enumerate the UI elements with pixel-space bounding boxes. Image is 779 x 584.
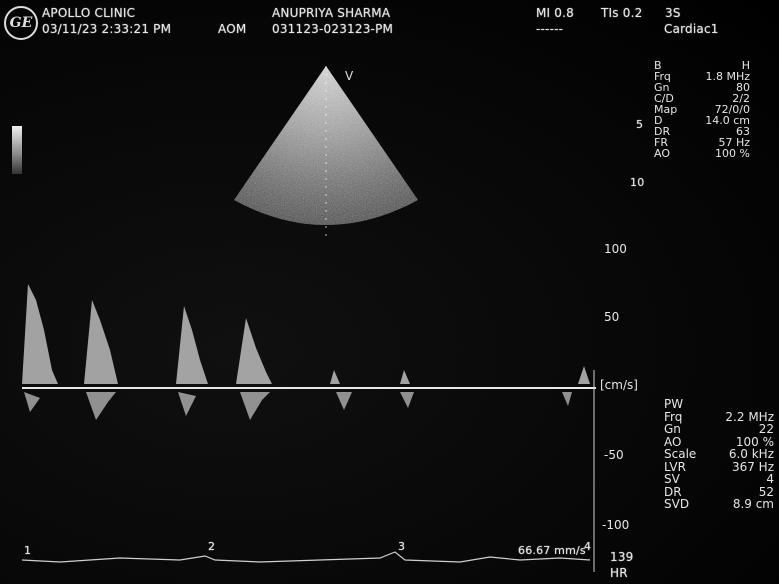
param-key: Gn bbox=[654, 81, 670, 94]
param-value: 1.8 MHz bbox=[705, 70, 750, 83]
pw-param-row: Scale 6.0 kHz bbox=[664, 448, 774, 461]
param-key: SVD bbox=[664, 497, 690, 511]
ecg-marker-3: 3 bbox=[398, 540, 406, 553]
velocity-label-50: 50 bbox=[604, 310, 620, 324]
param-value: 4 bbox=[766, 472, 774, 486]
param-value: 57 Hz bbox=[718, 136, 750, 149]
param-value: 6.0 kHz bbox=[728, 447, 774, 461]
param-value: 14.0 cm bbox=[705, 114, 750, 127]
spectral-upper bbox=[22, 284, 590, 384]
bmode-param-row: D 14.0 cm bbox=[654, 115, 750, 126]
ecg-trace bbox=[21, 551, 591, 563]
clinic-name: APOLLO CLINIC bbox=[42, 6, 136, 20]
pw-param-row: DR 52 bbox=[664, 484, 774, 499]
param-key: LVR bbox=[664, 459, 686, 474]
pw-title: PW bbox=[664, 398, 774, 411]
param-key: Scale bbox=[664, 447, 697, 461]
pw-param-row: LVR 367 Hz bbox=[664, 459, 774, 474]
bmode-param-row: DR 63 bbox=[654, 126, 750, 137]
param-key: AO bbox=[664, 434, 682, 449]
preset-dashes: ------ bbox=[536, 22, 564, 36]
param-key: C/D bbox=[654, 92, 674, 105]
sector-orientation-mark: V bbox=[345, 69, 354, 83]
pw-param-row: AO 100 % bbox=[664, 434, 774, 449]
sweep-speed: 66.67 mm/s bbox=[518, 544, 586, 557]
ge-logo-text: GE bbox=[9, 15, 33, 31]
pw-param-row: SV 4 bbox=[664, 473, 774, 486]
param-value: 80 bbox=[736, 81, 750, 94]
pw-param-row: Frq 2.2 MHz bbox=[664, 409, 774, 424]
param-key: AO bbox=[654, 147, 670, 160]
param-key: DR bbox=[654, 125, 671, 138]
param-key: Frq bbox=[654, 70, 671, 83]
param-key: FR bbox=[654, 136, 668, 149]
param-value: 367 Hz bbox=[731, 459, 774, 474]
ge-logo: GE bbox=[4, 6, 38, 40]
study-id: 031123-023123-PM bbox=[272, 22, 394, 36]
pw-param-panel: PW Frq 2.2 MHz Gn 22 AO 100 % Scale 6.0 kHz … bbox=[664, 398, 774, 511]
exam-datetime: 03/11/23 2:33:21 PM bbox=[42, 22, 172, 36]
param-value: 8.9 cm bbox=[732, 497, 774, 511]
param-value: H bbox=[741, 59, 750, 72]
velocity-label-100: 100 bbox=[604, 242, 627, 256]
param-key: D bbox=[654, 114, 663, 127]
param-key: Frq bbox=[664, 409, 683, 424]
depth-mark-10: 10 bbox=[630, 176, 645, 189]
gray-map-bar bbox=[12, 126, 22, 174]
bmode-param-row: FR 57 Hz bbox=[654, 137, 750, 148]
bmode-param-row: AO 100 % bbox=[654, 148, 750, 159]
thermal-index: TIs 0.2 bbox=[601, 6, 643, 20]
param-key: Map bbox=[654, 103, 678, 116]
patient-name: ANUPRIYA SHARMA bbox=[272, 6, 391, 20]
param-value: 100 % bbox=[715, 147, 750, 160]
param-value: 72/0/0 bbox=[714, 103, 750, 116]
velocity-label-neg100: -100 bbox=[602, 518, 630, 532]
spectral-lower bbox=[24, 392, 572, 420]
preset-name: Cardiac1 bbox=[664, 22, 719, 36]
mechanical-index: MI 0.8 bbox=[536, 6, 574, 20]
ecg-marker-1: 1 bbox=[24, 544, 32, 557]
bmode-sector-speckle bbox=[234, 66, 418, 225]
pw-param-row: Gn 22 bbox=[664, 423, 774, 436]
bmode-param-row: Gn 80 bbox=[654, 82, 750, 93]
param-key: SV bbox=[664, 472, 680, 486]
param-key: B bbox=[654, 59, 662, 72]
param-value: 2/2 bbox=[732, 92, 750, 105]
heart-rate-value: 139 bbox=[610, 550, 634, 564]
velocity-label-neg50: -50 bbox=[604, 448, 624, 462]
param-value: 22 bbox=[758, 422, 774, 436]
param-value: 52 bbox=[758, 484, 774, 499]
pw-param-row: SVD 8.9 cm bbox=[664, 498, 774, 511]
param-value: 63 bbox=[736, 125, 750, 138]
probe-name: 3S bbox=[665, 6, 681, 20]
param-key: DR bbox=[664, 484, 682, 499]
heart-rate-label: HR bbox=[610, 566, 628, 580]
bmode-param-row: Map 72/0/0 bbox=[654, 104, 750, 115]
bmode-param-row: C/D 2/2 bbox=[654, 93, 750, 104]
param-value: 2.2 MHz bbox=[725, 409, 774, 424]
param-key: Gn bbox=[664, 422, 681, 436]
param-value: 100 % bbox=[735, 434, 774, 449]
operator-initials: AOM bbox=[218, 22, 247, 36]
pw-mode-label: PW bbox=[664, 397, 684, 411]
ecg-marker-2: 2 bbox=[208, 540, 216, 553]
velocity-unit: [cm/s] bbox=[600, 378, 638, 392]
ecg-marker-4: 4 bbox=[584, 540, 592, 553]
bmode-param-row: Frq 1.8 MHz bbox=[654, 71, 750, 82]
depth-mark-5: 5 bbox=[636, 118, 644, 131]
